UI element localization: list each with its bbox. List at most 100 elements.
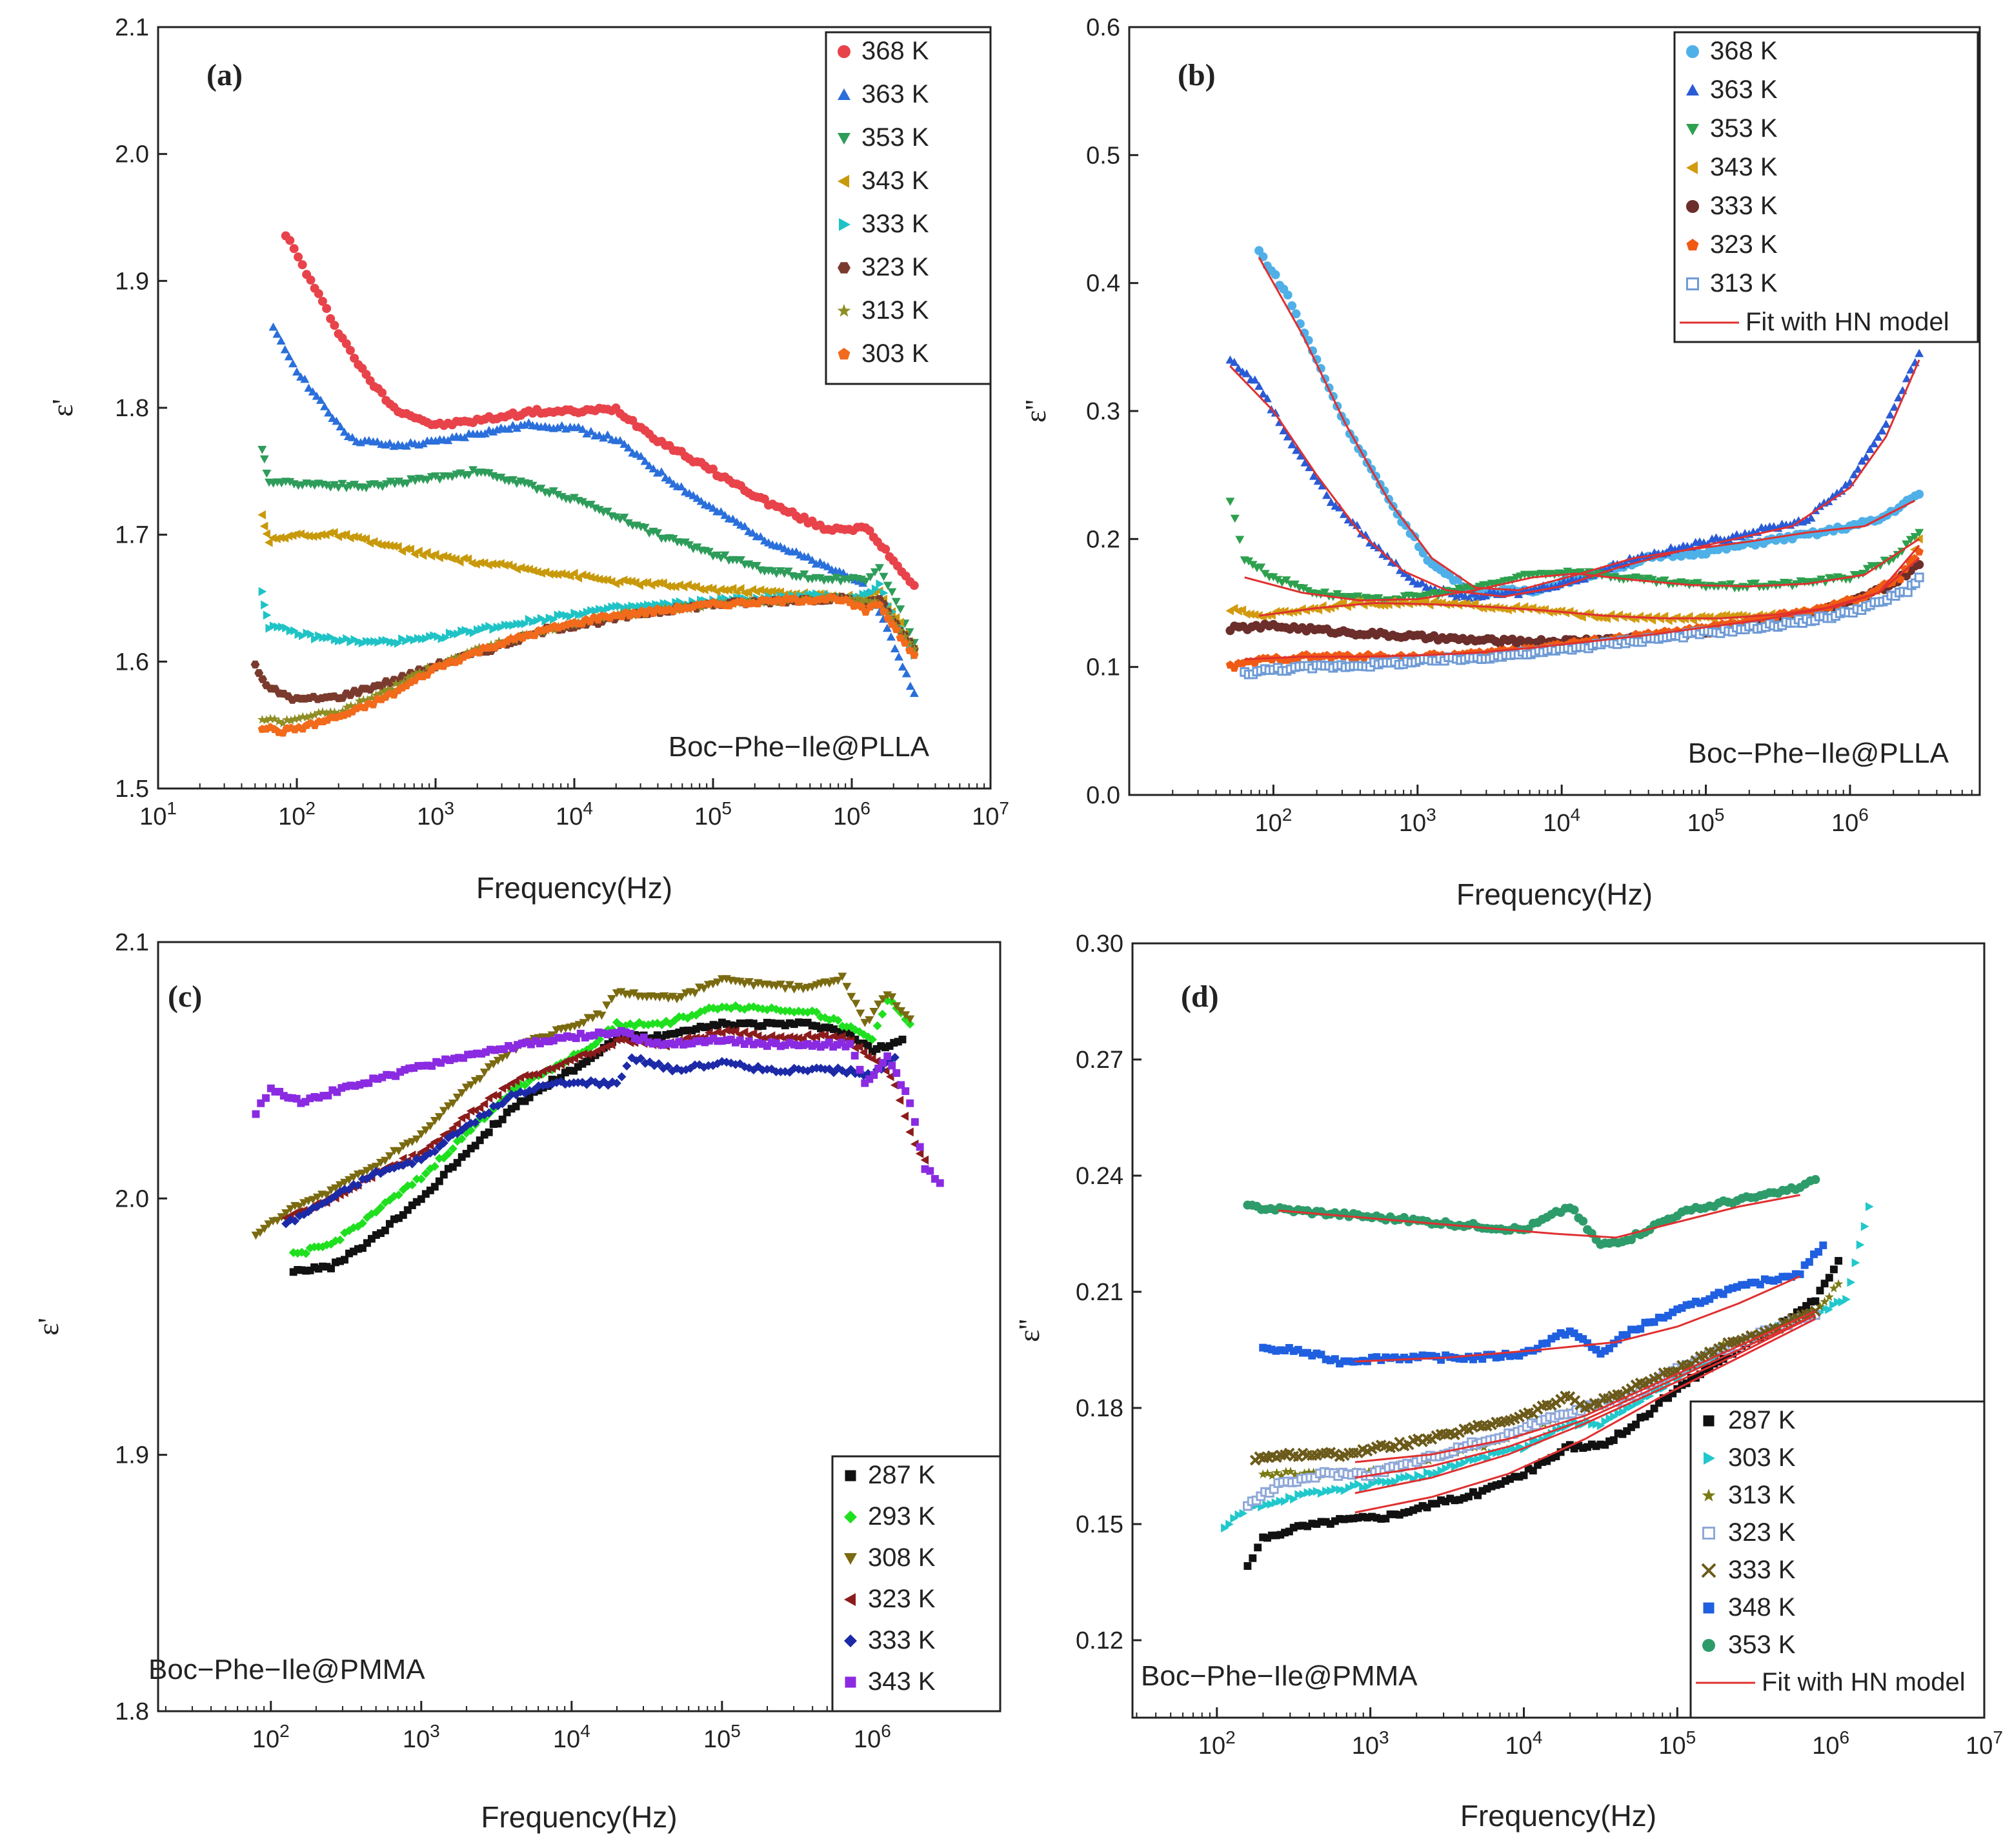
data-point (594, 506, 604, 514)
data-point (1354, 1480, 1363, 1489)
data-point (816, 1030, 825, 1040)
data-point (867, 588, 876, 597)
x-tick-label: 104 (1505, 1727, 1543, 1760)
legend-label: 303 K (861, 339, 929, 368)
data-point (1847, 1278, 1856, 1287)
data-point (1483, 1453, 1492, 1463)
data-point (1322, 490, 1331, 499)
data-point (423, 476, 432, 485)
data-point (874, 1000, 883, 1009)
data-point (887, 588, 897, 597)
data-point (290, 714, 300, 723)
data-point (288, 359, 297, 368)
data-point (1333, 590, 1342, 599)
data-point (375, 688, 385, 698)
data-point (537, 568, 545, 578)
data-point (456, 469, 465, 478)
data-point (307, 629, 316, 639)
data-point (334, 483, 343, 492)
data-point (363, 695, 372, 704)
data-point (336, 1181, 345, 1190)
data-point (692, 494, 702, 502)
data-point (579, 609, 587, 619)
data-point (263, 610, 272, 620)
x-tick-label: 105 (703, 1721, 741, 1753)
data-point (362, 1167, 372, 1176)
y-tick-label: 0.4 (1086, 270, 1120, 297)
data-point (1250, 375, 1260, 384)
data-point (603, 430, 612, 439)
y-tick-label: 0.21 (1076, 1279, 1123, 1306)
data-point (867, 1035, 877, 1044)
y-axis-title: ε'' (1012, 1319, 1045, 1342)
data-point (1400, 1472, 1409, 1482)
data-point (290, 626, 299, 636)
data-point (459, 554, 468, 563)
data-point (892, 1002, 901, 1010)
data-point (1267, 1471, 1277, 1480)
data-point (856, 1065, 864, 1074)
data-point (1842, 1294, 1851, 1304)
data-point (500, 561, 509, 570)
data-point (272, 1216, 282, 1225)
data-point (389, 541, 398, 551)
data-point (348, 1173, 358, 1182)
data-point (803, 552, 813, 561)
data-point (1285, 1492, 1294, 1502)
data-point (1915, 560, 1924, 569)
data-point (398, 1142, 408, 1150)
y-tick-label: 1.9 (115, 268, 149, 295)
data-point (274, 716, 284, 726)
data-point (704, 583, 713, 593)
legend-box (1689, 1400, 1986, 1719)
data-point (590, 574, 599, 583)
data-point (1276, 607, 1285, 616)
legend-label: 323 K (1728, 1518, 1796, 1547)
data-point (736, 584, 745, 594)
data-point (330, 707, 339, 717)
legend-marker (838, 348, 850, 360)
data-point (439, 1138, 448, 1148)
data-point (916, 1143, 924, 1151)
data-point (872, 1021, 882, 1030)
data-point (326, 314, 336, 323)
data-point (385, 1152, 394, 1161)
data-point (1345, 1483, 1354, 1492)
chart-panel-d: 0.12 0.15 0.18 0.21 0.24 0.27 0.30 102 103 104 105… (1012, 930, 2003, 1833)
data-point (623, 576, 632, 586)
data-point (756, 532, 765, 541)
data-point (259, 1225, 269, 1233)
data-point (276, 533, 285, 543)
data-point (1242, 609, 1251, 619)
data-point (485, 1128, 493, 1136)
data-point (704, 548, 714, 556)
data-point (367, 693, 377, 702)
data-point (901, 669, 911, 678)
x-tick-label: 106 (833, 798, 870, 830)
data-point (1861, 452, 1871, 461)
data-point (599, 433, 609, 442)
data-point (418, 439, 428, 448)
data-point (1290, 1469, 1300, 1479)
y-tick-label: 1.8 (115, 395, 149, 422)
data-point (1269, 573, 1278, 581)
legend-marker (1686, 124, 1699, 136)
x-tick-label: 107 (972, 798, 1009, 830)
data-point (488, 559, 497, 568)
data-point (612, 1078, 621, 1088)
data-point (1869, 439, 1879, 448)
data-point (290, 1216, 300, 1226)
data-point (1374, 594, 1383, 603)
data-point (300, 531, 309, 541)
data-point (310, 710, 319, 719)
data-point (320, 402, 329, 410)
legend-label: 353 K (861, 123, 929, 152)
data-point (681, 538, 690, 547)
data-point (663, 1061, 672, 1071)
data-point (475, 1075, 485, 1083)
y-tick-label: 0.30 (1076, 930, 1123, 958)
data-point (1627, 1402, 1636, 1411)
data-point (1290, 1494, 1298, 1504)
data-point (640, 523, 650, 532)
